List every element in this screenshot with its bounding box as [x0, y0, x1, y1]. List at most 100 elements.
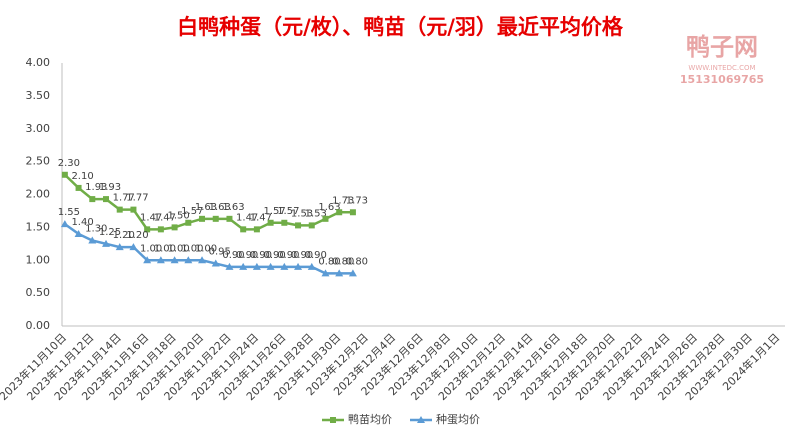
watermark: 鸭子网 WWW.INTEDC.COM 15131069765 [680, 33, 764, 86]
data-label: 1.00 [167, 243, 189, 254]
marker [280, 262, 289, 270]
data-label: 1.47 [236, 212, 258, 223]
marker [266, 262, 275, 270]
watermark-url: WWW.INTEDC.COM [688, 64, 755, 72]
y-tick-label: 0.00 [26, 319, 51, 332]
watermark-name: 鸭子网 [686, 33, 758, 61]
marker [88, 236, 97, 244]
y-tick-label: 0.50 [26, 286, 51, 299]
marker [102, 239, 111, 247]
data-label: 0.90 [291, 250, 313, 261]
data-label: 1.20 [113, 230, 135, 241]
marker [322, 215, 329, 222]
data-label: 0.80 [332, 256, 354, 267]
marker [211, 259, 220, 267]
marker [61, 171, 68, 178]
marker [226, 215, 233, 222]
marker [253, 226, 260, 233]
marker [335, 269, 344, 277]
marker [336, 209, 343, 216]
data-label: 1.57 [277, 206, 299, 217]
series-line [63, 173, 353, 231]
marker [267, 219, 274, 226]
marker [185, 219, 192, 226]
marker [307, 262, 316, 270]
data-label: 1.00 [154, 243, 176, 254]
marker [130, 206, 137, 213]
data-label: 1.00 [181, 243, 203, 254]
data-label: 0.80 [318, 256, 340, 267]
legend-label: 鸭苗均价 [348, 413, 392, 426]
data-label: 0.90 [236, 250, 258, 261]
data-label: 1.30 [85, 224, 107, 235]
marker [295, 222, 302, 229]
marker [198, 256, 207, 264]
data-label: 0.90 [222, 250, 244, 261]
data-label: 1.00 [195, 243, 217, 254]
marker [212, 215, 219, 222]
marker [349, 209, 356, 216]
marker [157, 226, 164, 233]
marker [321, 269, 330, 277]
data-label: 1.63 [195, 202, 217, 213]
y-tick-label: 1.50 [26, 220, 51, 233]
data-label: 1.47 [140, 212, 162, 223]
marker [308, 222, 315, 229]
marker [75, 184, 82, 191]
data-label: 1.40 [71, 217, 93, 228]
marker [170, 256, 179, 264]
y-tick-label: 3.00 [26, 122, 51, 135]
marker [171, 224, 178, 231]
marker [225, 262, 234, 270]
data-label: 0.95 [209, 247, 231, 258]
data-label: 2.10 [71, 171, 93, 182]
marker [116, 206, 123, 213]
data-label: 1.73 [346, 195, 368, 206]
data-label: 1.63 [222, 202, 244, 213]
legend-marker [417, 416, 425, 423]
series-line [64, 223, 353, 275]
marker [115, 243, 124, 251]
marker [252, 262, 261, 270]
y-tick-label: 2.00 [26, 188, 51, 201]
data-label: 1.93 [85, 182, 107, 193]
legend-label: 种蛋均价 [436, 412, 480, 426]
data-label: 1.73 [332, 195, 354, 206]
data-label: 1.57 [263, 206, 285, 217]
marker [199, 215, 206, 222]
marker [294, 262, 303, 270]
marker [348, 269, 357, 277]
marker [103, 196, 110, 203]
data-label: 1.25 [99, 227, 121, 238]
data-label: 0.90 [250, 250, 272, 261]
data-label: 0.90 [263, 250, 285, 261]
data-label: 0.90 [305, 250, 327, 261]
data-label: 1.57 [181, 206, 203, 217]
data-label: 1.77 [113, 193, 135, 204]
marker [144, 226, 151, 233]
data-label: 1.47 [154, 212, 176, 223]
watermark-phone: 15131069765 [680, 73, 764, 86]
chart-title: 白鸭种蛋（元/枚）、鸭苗（元/羽）最近平均价格 [177, 15, 624, 39]
marker [129, 243, 138, 251]
marker [89, 196, 96, 203]
data-label: 1.93 [99, 182, 121, 193]
data-label: 2.30 [58, 158, 80, 169]
data-label: 1.00 [140, 243, 162, 254]
data-label: 1.47 [250, 212, 272, 223]
data-label: 0.80 [346, 256, 368, 267]
y-tick-label: 3.50 [26, 89, 51, 102]
marker [143, 256, 152, 264]
marker [74, 229, 83, 237]
legend-marker [330, 417, 336, 423]
marker [281, 219, 288, 226]
marker [60, 220, 69, 228]
data-label: 1.63 [209, 202, 231, 213]
y-tick-label: 1.00 [26, 253, 51, 266]
data-label: 1.53 [291, 208, 313, 219]
marker [184, 256, 193, 264]
data-label: 0.90 [277, 250, 299, 261]
y-tick-label: 4.00 [26, 56, 51, 69]
